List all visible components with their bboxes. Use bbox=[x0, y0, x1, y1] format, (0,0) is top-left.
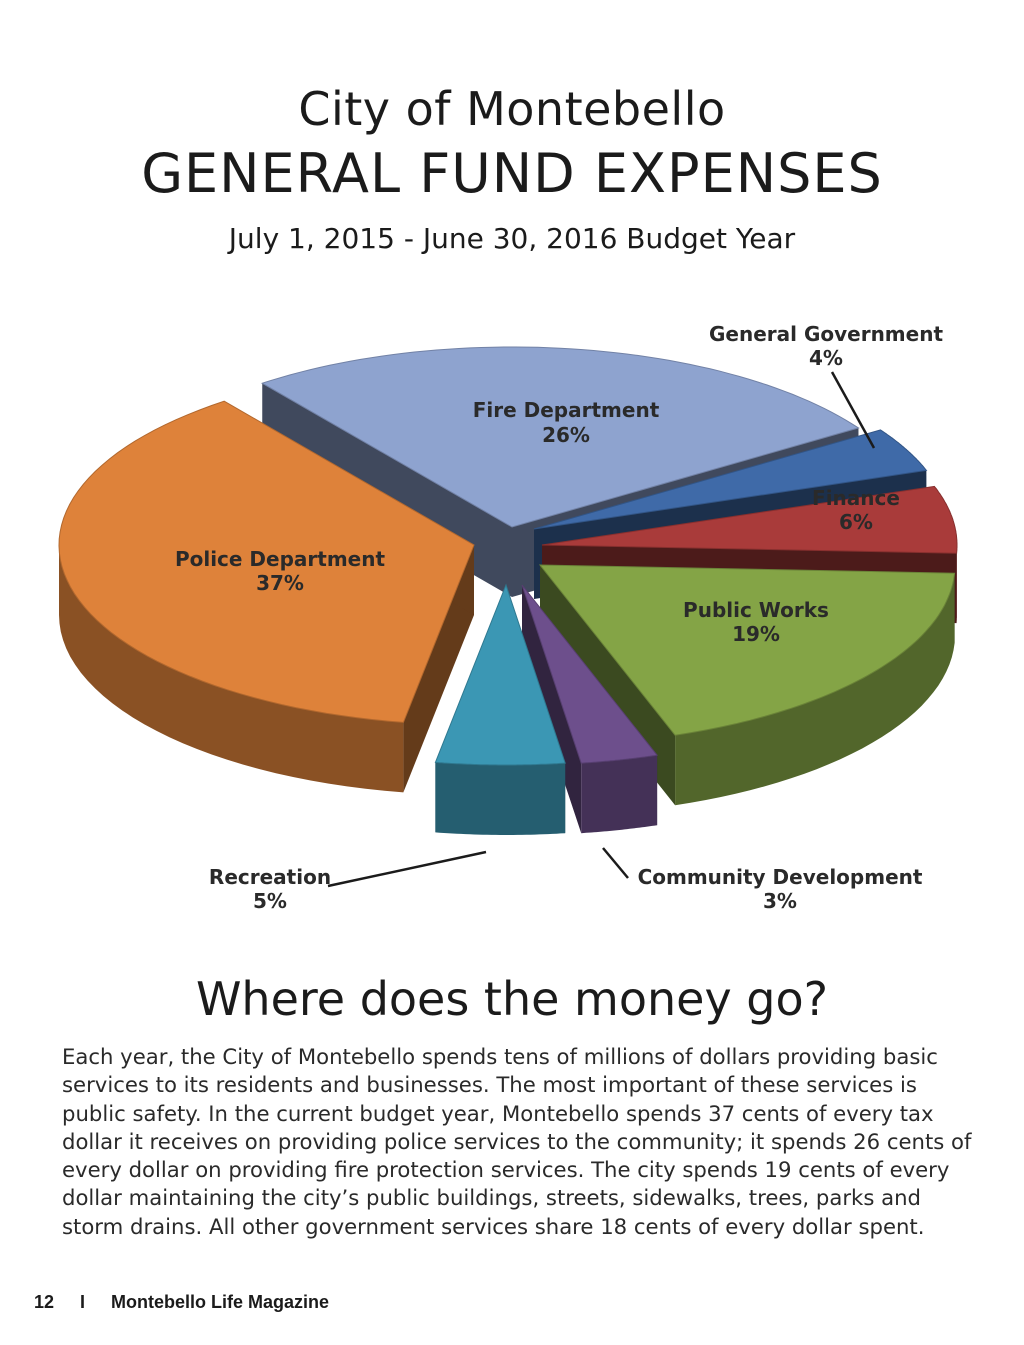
slice-value-public-works: 19% bbox=[732, 622, 780, 646]
slice-outer-wall-public-works bbox=[675, 573, 955, 806]
slice-public-works bbox=[538, 564, 956, 736]
section-headline: Where does the money go? bbox=[195, 972, 829, 1026]
slice-recreation bbox=[434, 583, 566, 766]
section-body: Each year, the City of Montebello spends… bbox=[62, 1044, 972, 1239]
leader-line-community-development bbox=[602, 847, 629, 879]
slice-value-general-government: 4% bbox=[809, 346, 843, 370]
slice-value-finance: 6% bbox=[839, 510, 873, 534]
slice-cut-wall-police-department bbox=[403, 545, 474, 793]
slice-outer-wall-recreation bbox=[435, 762, 566, 835]
slice-general-government bbox=[533, 429, 928, 530]
slice-value-police-department: 37% bbox=[256, 571, 304, 595]
slice-value-recreation: 5% bbox=[253, 889, 287, 913]
slice-label-police-department: Police Department bbox=[175, 547, 386, 571]
slice-police-department bbox=[58, 400, 475, 723]
slice-fire-department bbox=[260, 346, 860, 528]
page-footer: 12 I Montebello Life Magazine bbox=[34, 1292, 329, 1313]
slice-value-fire-department: 26% bbox=[542, 423, 590, 447]
city-title: City of Montebello bbox=[298, 82, 726, 136]
leader-line-recreation bbox=[327, 850, 487, 888]
page-subtitle: July 1, 2015 - June 30, 2016 Budget Year bbox=[228, 222, 796, 255]
slice-label-community-development: Community Development bbox=[638, 865, 923, 889]
slice-label-general-government: General Government bbox=[709, 322, 943, 346]
slice-outer-wall-police-department bbox=[59, 545, 404, 793]
footer-separator: I bbox=[80, 1292, 86, 1312]
slice-label-fire-department: Fire Department bbox=[473, 398, 660, 422]
pie-tops bbox=[58, 346, 958, 766]
slice-finance bbox=[541, 485, 958, 554]
slice-value-community-development: 3% bbox=[763, 889, 797, 913]
slice-label-public-works: Public Works bbox=[683, 598, 829, 622]
page-number: 12 bbox=[34, 1292, 55, 1312]
slice-label-recreation: Recreation bbox=[209, 865, 331, 889]
publication-name: Montebello Life Magazine bbox=[111, 1292, 330, 1312]
leader-line-general-government bbox=[830, 371, 876, 449]
slice-community-development bbox=[521, 584, 659, 764]
slice-label-finance: Finance bbox=[812, 486, 900, 510]
slice-cut-wall-community-development bbox=[522, 585, 582, 834]
slice-outer-wall-community-development bbox=[581, 755, 658, 834]
page-title: GENERAL FUND EXPENSES bbox=[141, 142, 883, 205]
